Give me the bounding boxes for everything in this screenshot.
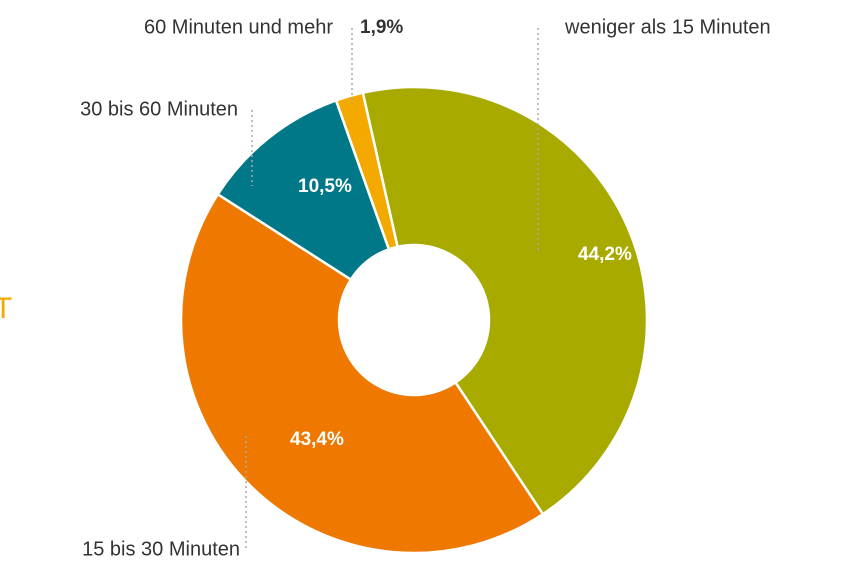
category-label: 30 bis 60 Minuten xyxy=(80,98,238,120)
value-label: 1,9% xyxy=(360,17,403,38)
donut-slice xyxy=(361,85,649,516)
value-label: 10,5% xyxy=(298,176,352,197)
category-label: 15 bis 30 Minuten xyxy=(82,538,240,560)
clipped-text: T xyxy=(0,292,12,325)
donut-slice xyxy=(334,91,400,251)
donut-slice xyxy=(216,98,391,282)
category-label: 60 Minuten und mehr xyxy=(144,16,333,38)
value-label: 44,2% xyxy=(578,244,632,265)
value-label: 43,4% xyxy=(290,429,344,450)
donut-slice xyxy=(179,192,545,555)
category-label: weniger als 15 Minuten xyxy=(564,16,771,38)
